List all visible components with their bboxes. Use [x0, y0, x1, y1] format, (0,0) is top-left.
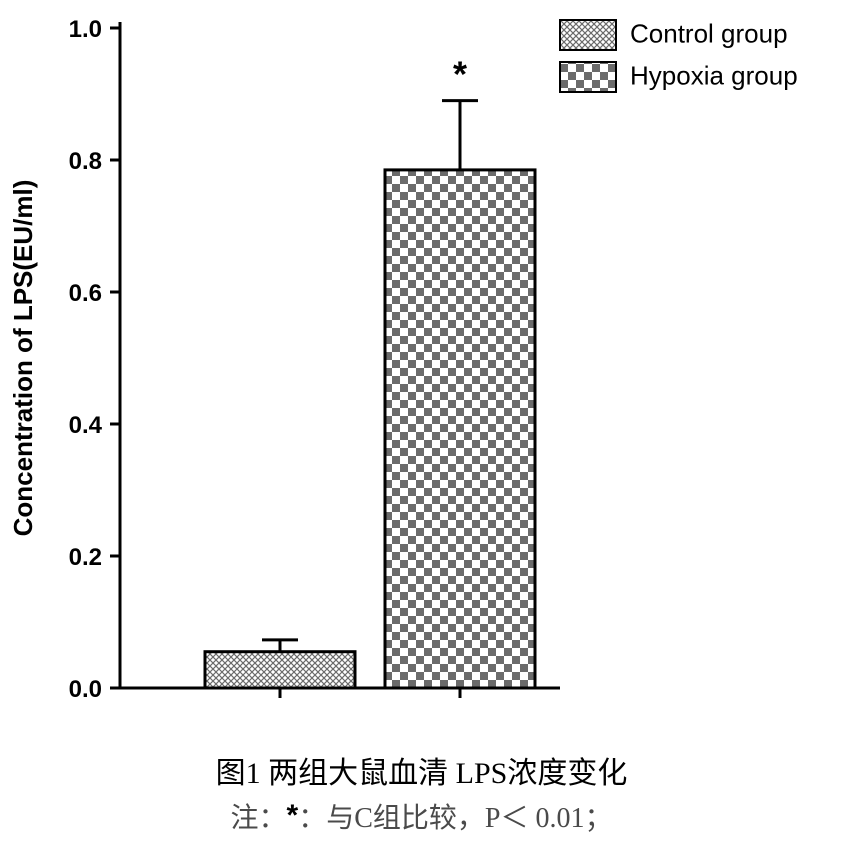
svg-text:*: * — [453, 54, 467, 95]
svg-text:0.0: 0.0 — [69, 676, 102, 703]
svg-text:0.8: 0.8 — [69, 148, 102, 175]
note-suffix: ：与C组比较，P＜ 0.01； — [298, 803, 612, 834]
figure-caption-title: 图1 两组大鼠血清 LPS浓度变化 — [0, 748, 843, 792]
svg-text:0.4: 0.4 — [69, 412, 103, 439]
svg-text:0.2: 0.2 — [69, 544, 102, 571]
figure-container: 0.0 0.2 0.4 0.6 0.8 1.0 Concentration of LPS(E… — [0, 0, 843, 850]
significance-star-icon: * — [287, 799, 299, 832]
note-prefix: 注： — [231, 803, 287, 834]
svg-text:0.6: 0.6 — [69, 280, 102, 307]
svg-text:Hypoxia group: Hypoxia group — [630, 61, 798, 91]
svg-text:Control group: Control group — [630, 19, 788, 49]
bar-chart: 0.0 0.2 0.4 0.6 0.8 1.0 Concentration of LPS(E… — [0, 0, 843, 740]
figure-caption-note: 注：*：与C组比较，P＜ 0.01； — [0, 796, 843, 836]
svg-text:Concentration of LPS(EU/ml): Concentration of LPS(EU/ml) — [8, 180, 38, 537]
svg-text:1.0: 1.0 — [69, 16, 102, 43]
